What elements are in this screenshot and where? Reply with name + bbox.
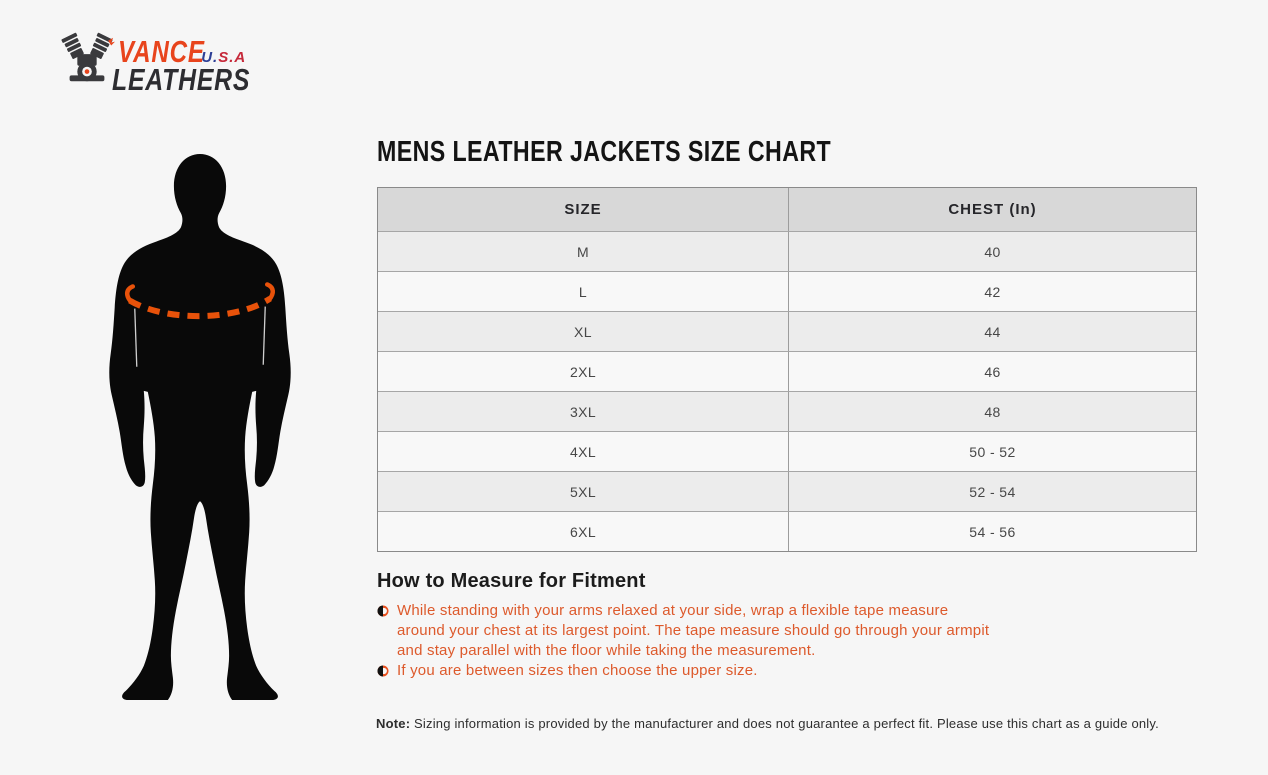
page-title: MENS LEATHER JACKETS SIZE CHART	[377, 136, 832, 168]
chest-cell: 48	[984, 403, 1001, 420]
how-to-measure-heading: How to Measure for Fitment	[377, 570, 646, 592]
body-silhouette	[109, 154, 291, 700]
size-cell: L	[378, 272, 789, 311]
brand-name-vance: VANCE	[118, 34, 205, 69]
disclaimer-note: Note: Sizing information is provided by …	[376, 716, 1202, 731]
note-label: Note:	[376, 716, 411, 731]
measure-instructions-list: While standing with your arms relaxed at…	[377, 601, 999, 681]
list-item: While standing with your arms relaxed at…	[377, 601, 999, 661]
size-chart-table: SIZE CHEST (In) M 40 L 42 XL 44 2XL 46 3…	[377, 187, 1197, 552]
crescent-bullet-icon	[377, 605, 389, 617]
chest-cell: 40	[984, 243, 1001, 260]
instruction-text: While standing with your arms relaxed at…	[397, 602, 990, 659]
clipped-ghost-text: 54 - 56	[790, 506, 1197, 511]
table-header-row: SIZE CHEST (In)	[378, 188, 1196, 231]
table-row: 3XL 48	[378, 391, 1196, 431]
size-cell: 2XL	[378, 352, 789, 391]
size-cell: 3XL	[378, 392, 789, 431]
column-header-size: SIZE	[378, 188, 789, 231]
note-text: Sizing information is provided by the ma…	[410, 716, 1159, 731]
chest-cell: 44	[984, 323, 1001, 340]
size-cell: XL	[378, 312, 789, 351]
instruction-text: If you are between sizes then choose the…	[397, 662, 758, 679]
size-cell: 6XL	[378, 512, 789, 551]
brand-name-leathers: LEATHERS	[112, 62, 251, 97]
crescent-bullet-icon	[377, 665, 389, 677]
chest-cell: 42	[984, 283, 1001, 300]
table-row: 4XL 50 - 52	[378, 431, 1196, 471]
tape-thread-right	[262, 306, 266, 365]
list-item: If you are between sizes then choose the…	[377, 661, 999, 681]
size-cell: 4XL	[378, 432, 789, 471]
male-silhouette-figure	[109, 154, 291, 700]
chest-tape-measure-line	[124, 282, 276, 320]
tape-thread-left	[134, 308, 138, 367]
table-row: L 42	[378, 271, 1196, 311]
size-cell: M	[378, 232, 789, 271]
table-row: M 40	[378, 231, 1196, 271]
v-twin-engine-icon	[61, 32, 116, 82]
chest-cell: 54 - 56	[969, 523, 1016, 540]
brand-logo[interactable]: VANCE U.S.A LEATHERS	[58, 30, 285, 95]
brand-usa-label: U.S.A	[201, 49, 247, 66]
chest-cell: 50 - 52	[969, 443, 1016, 460]
table-row: 6XL 54 - 56	[378, 511, 1196, 551]
chest-cell: 46	[984, 363, 1001, 380]
column-header-chest: CHEST (In)	[948, 201, 1037, 218]
table-row: 5XL 52 - 54 6XL 54 - 56	[378, 471, 1196, 511]
table-row: XL 44	[378, 311, 1196, 351]
brand-wordmark: VANCE U.S.A LEATHERS	[112, 30, 285, 95]
size-cell: 5XL	[378, 472, 789, 511]
table-row: 2XL 46	[378, 351, 1196, 391]
clipped-ghost-text: 6XL	[378, 506, 789, 511]
chest-cell: 52 - 54	[969, 483, 1016, 500]
